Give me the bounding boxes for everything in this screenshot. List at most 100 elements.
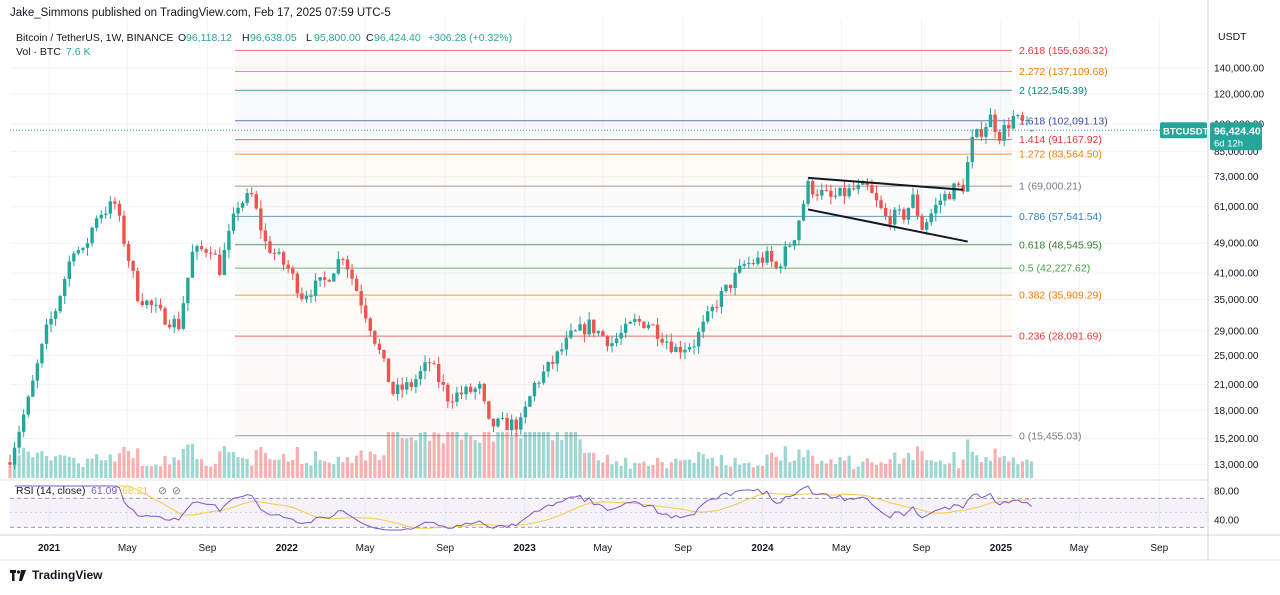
y-tick-label: 21,000.00 [1214,380,1259,391]
candle-body [623,323,628,333]
volume-bar [354,455,359,478]
x-tick-label: 2022 [276,543,299,554]
candle-body [514,419,518,430]
volume-bar [63,455,67,478]
low-label: L [306,32,312,44]
y-tick-label: 41,000.00 [1214,268,1259,279]
candle-body [637,318,642,322]
candle-body [341,259,345,261]
candle-body [186,277,190,304]
volume-bar [259,446,263,478]
volume-bar [519,438,523,478]
candle-body [564,337,569,350]
candle-body [26,396,30,415]
volume-bar [81,467,85,478]
candle-body [300,293,304,300]
candle-body [240,202,245,208]
volume-bar [674,458,678,478]
candle-body [541,371,546,383]
candle-body [1011,115,1016,129]
volume-bar [724,465,728,478]
candle-body [669,341,673,353]
candle-body [364,305,368,319]
candle-body [742,264,746,266]
volume-bar [313,451,318,478]
volume-bar [364,460,368,478]
fib-band [235,295,1012,336]
high-value: 96,638.05 [250,32,297,44]
candle-body [222,249,227,275]
volume-bar [1025,459,1029,478]
candle-body [436,364,441,383]
candle-body [291,268,295,274]
volume-bar [779,460,783,478]
volume-bar [993,448,997,478]
volume-bar [906,453,911,478]
volume-bar [286,461,290,478]
candle-body [332,273,336,282]
candle-body [733,272,737,289]
volume-bar [756,465,760,478]
volume-bar [733,457,737,478]
candle-body [737,265,742,273]
candle-body [692,346,696,348]
candle-body [295,273,300,294]
candle-body [158,304,163,309]
candle-body [874,193,879,201]
volume-bar [1002,455,1006,478]
volume-bar [984,456,988,478]
fib-level-label: 1.414 (91,167.92) [1019,134,1102,146]
volume-bar [478,442,482,478]
candle-body [1002,124,1006,141]
candle-body [605,335,610,347]
fib-band [235,90,1012,120]
candle-body [154,304,158,306]
volume-bar [1020,461,1025,478]
candle-body [696,331,701,347]
volume-bar [277,459,281,478]
candle-body [90,227,94,244]
candle-body [911,194,915,208]
volume-bar [31,457,35,478]
candle-body [395,384,400,395]
candle-body [701,321,705,332]
volume-bar [751,467,755,478]
candle-body [674,346,678,353]
candle-body [943,193,947,201]
candle-body [487,401,491,419]
candle-body [883,207,888,217]
volume-bar [350,463,354,478]
volume-bar [893,452,897,478]
x-tick-label: May [832,543,851,554]
candle-body [204,249,208,253]
volume-bar [236,457,240,478]
candle-body [386,358,391,383]
candle-body [509,419,514,431]
volume-bar [240,457,245,478]
volume-bar [122,446,126,478]
volume-bar [126,451,131,478]
volume-bar [697,452,701,478]
candle-body [906,207,911,220]
volume-bar [469,436,473,478]
y-tick-label: 120,000.00 [1214,89,1264,100]
volume-bar [291,459,295,478]
candle-body [792,240,797,246]
candle-body [633,318,637,322]
volume-bar [624,457,628,478]
volume-bar [966,439,970,478]
volume-bar [227,452,231,478]
volume-bar [610,464,614,478]
currency-label: USDT [1218,31,1247,43]
volume-bar [254,450,258,478]
candle-body [368,318,372,331]
volume-bar [213,463,217,478]
candle-body [263,230,268,242]
visibility-icon: ⊘ [158,485,167,497]
candle-body [373,330,377,344]
tradingview-logo[interactable]: TradingView [10,568,102,582]
volume-bar [587,452,591,478]
price-badge-countdown: 6d 12h [1214,138,1243,149]
